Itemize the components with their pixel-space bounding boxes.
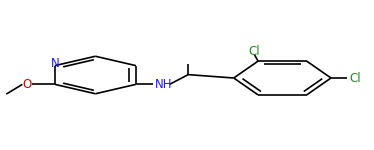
- Text: Cl: Cl: [349, 72, 361, 84]
- Text: NH: NH: [154, 78, 172, 91]
- Text: N: N: [50, 57, 59, 70]
- Text: Cl: Cl: [248, 45, 260, 58]
- Text: O: O: [22, 78, 31, 91]
